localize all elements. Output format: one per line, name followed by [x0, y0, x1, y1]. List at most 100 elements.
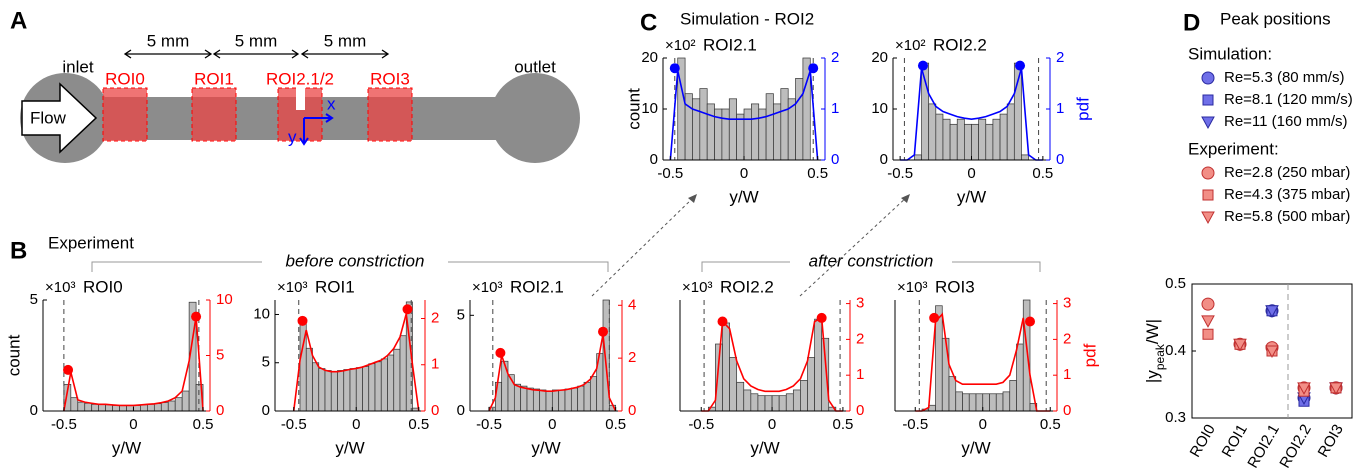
y2-tick-label: 0	[1063, 402, 1071, 419]
bar	[577, 385, 585, 412]
x-tick-label: 0.5	[1032, 165, 1053, 182]
y2-tick-label: 1	[431, 356, 439, 373]
legend-label: Re=2.8 (250 mbar)	[1224, 164, 1350, 181]
marker	[1201, 315, 1215, 328]
bar	[362, 366, 370, 412]
panel-label: C	[640, 9, 657, 36]
bracket-label: before constriction	[286, 251, 425, 270]
y2-tick-label: 2	[1056, 49, 1064, 66]
bar	[785, 393, 794, 412]
bar	[921, 62, 930, 161]
roi	[102, 87, 148, 142]
bar	[743, 108, 752, 161]
bar	[77, 401, 86, 412]
peak-marker	[816, 312, 827, 323]
multiplier: ×10²	[895, 37, 925, 54]
bar	[1006, 103, 1015, 161]
bar	[935, 113, 944, 161]
constriction	[296, 86, 305, 110]
bar	[119, 405, 127, 412]
marker	[1297, 382, 1311, 395]
bar	[526, 387, 534, 412]
bar	[153, 403, 162, 412]
pdf-line	[292, 313, 420, 412]
x-tick-label: 0	[740, 165, 748, 182]
y-tick-label: 0.3	[1165, 409, 1186, 426]
x-tick-label: ROI2.2	[1276, 421, 1314, 468]
bar	[174, 397, 183, 412]
bar	[570, 387, 579, 412]
bar	[962, 393, 970, 412]
y-tick-label: 0.5	[1165, 275, 1186, 292]
bar	[764, 395, 773, 412]
bar	[795, 78, 804, 161]
bracket-gap	[790, 252, 952, 272]
y2-tick-label: 1	[856, 366, 864, 383]
x-tick-label: 0.5	[807, 165, 828, 182]
bar	[780, 88, 789, 161]
bar	[699, 88, 708, 161]
x-tick-label: 0.5	[832, 416, 853, 433]
bar	[337, 370, 345, 412]
y-tick-label: 0.4	[1165, 342, 1186, 359]
bar	[70, 397, 79, 412]
spacing-label: 5 mm	[324, 31, 367, 50]
x-tick-label: -0.5	[887, 165, 913, 182]
channel-diagram: Flow inlet outlet ROI0 ROI1 ROI2.1/2 ROI…	[20, 31, 580, 163]
bar	[800, 380, 808, 412]
bar	[330, 371, 338, 412]
marker	[1202, 94, 1214, 106]
multiplier: ×10³	[682, 279, 712, 296]
y2-tick-label: 3	[1063, 295, 1071, 312]
bar	[736, 381, 745, 412]
bar	[1016, 343, 1024, 412]
bar	[721, 108, 730, 161]
marker	[1201, 71, 1215, 85]
y-axis-label-part: |y	[1143, 370, 1162, 383]
bar	[757, 395, 766, 412]
bar	[167, 400, 176, 412]
peak-marker	[402, 304, 413, 315]
spacing-label: 5 mm	[235, 31, 278, 50]
y2-tick-label: 2	[831, 49, 839, 66]
link-arrowhead	[688, 194, 697, 203]
bar	[181, 390, 190, 412]
y-axis-label-part: /W|	[1143, 319, 1162, 344]
x-axis-label: y/W	[112, 438, 141, 457]
bar	[140, 404, 148, 412]
bar	[318, 368, 326, 412]
x-tick-label: 0	[768, 416, 776, 433]
legend-label: Re=5.8 (500 mbar)	[1224, 208, 1350, 225]
bar	[532, 388, 541, 412]
y2-tick-label: 1	[1063, 366, 1071, 383]
y2-tick-label: 0	[1056, 151, 1064, 168]
x-tick-label: -0.5	[688, 416, 714, 433]
y-tick-label: 0	[30, 402, 38, 419]
bar	[564, 388, 572, 412]
marker	[1265, 345, 1279, 359]
experiment-label: Experiment	[48, 233, 134, 252]
legend-label: Re=4.3 (375 mbar)	[1224, 186, 1350, 203]
bar	[821, 337, 830, 412]
bar	[355, 367, 363, 412]
bar	[736, 113, 745, 161]
bar	[978, 118, 987, 161]
x-tick-label: 0	[352, 416, 360, 433]
bar	[964, 123, 972, 161]
panel-label: B	[10, 237, 27, 264]
y2-tick-label: 2	[628, 349, 636, 366]
bar	[558, 389, 566, 412]
spacing-arrows	[123, 49, 390, 59]
y2-tick-label: 3	[856, 295, 864, 312]
y-tick-label: 0	[262, 402, 270, 419]
bar	[778, 395, 787, 412]
bar	[126, 405, 134, 412]
chart-title: ROI2.2	[720, 277, 774, 296]
y-tick-label: 5	[457, 306, 465, 323]
bar	[956, 118, 965, 161]
bar	[393, 348, 401, 412]
x-tick-label: ROI3	[1315, 421, 1347, 460]
bar	[706, 103, 715, 161]
bar	[985, 123, 994, 161]
y-tick-label: 0	[880, 151, 888, 168]
